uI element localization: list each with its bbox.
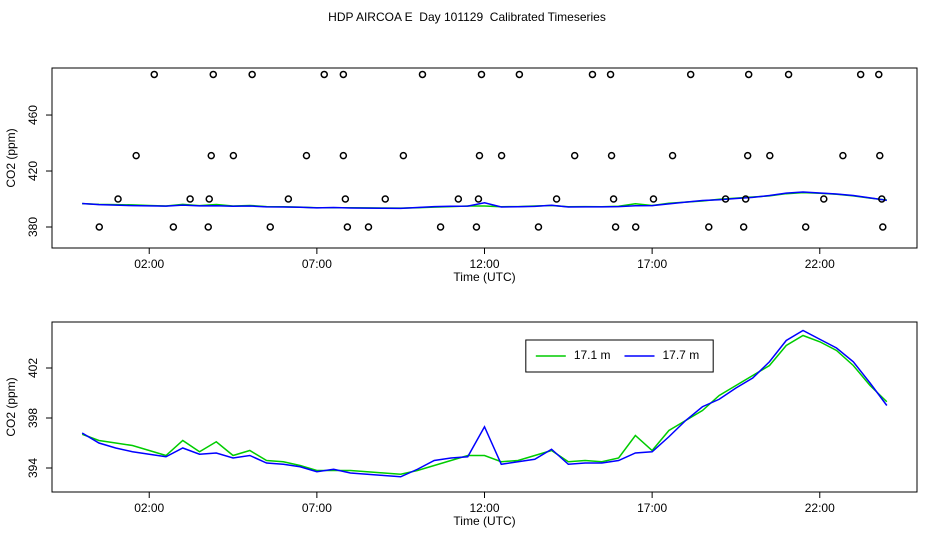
y-tick-label: 420 bbox=[26, 161, 40, 181]
data-point bbox=[399, 151, 408, 160]
data-point bbox=[839, 151, 847, 160]
data-point bbox=[820, 195, 828, 203]
y-axis-label: CO2 (ppm) bbox=[4, 128, 18, 187]
data-point bbox=[475, 151, 484, 160]
plot-frame bbox=[51, 321, 918, 493]
data-point bbox=[474, 195, 483, 203]
data-point bbox=[766, 151, 774, 160]
data-point bbox=[418, 70, 427, 79]
series-line bbox=[81, 329, 888, 478]
y-tick-label: 380 bbox=[26, 217, 40, 237]
data-point bbox=[248, 70, 256, 79]
data-point bbox=[611, 223, 620, 231]
data-point bbox=[879, 223, 887, 231]
data-point bbox=[204, 223, 212, 231]
data-point bbox=[856, 70, 865, 79]
legend-label: 17.7 m bbox=[663, 348, 700, 362]
y-tick-label: 394 bbox=[26, 458, 40, 478]
data-point bbox=[205, 195, 213, 203]
y-tick-label: 402 bbox=[26, 358, 40, 378]
data-point bbox=[876, 151, 884, 160]
data-point bbox=[606, 70, 615, 79]
data-point bbox=[186, 195, 194, 203]
legend: 17.1 m 17.7 m bbox=[525, 339, 714, 373]
y-tick-label: 460 bbox=[26, 105, 40, 125]
data-point bbox=[784, 70, 793, 79]
series-line bbox=[81, 334, 888, 476]
data-point bbox=[381, 195, 390, 203]
data-point bbox=[266, 223, 275, 231]
data-point bbox=[114, 195, 122, 203]
figure-title: HDP AIRCOA E Day 101129 Calibrated Times… bbox=[328, 10, 606, 24]
data-point bbox=[631, 223, 640, 231]
data-point bbox=[875, 70, 883, 79]
x-tick-label: 22:00 bbox=[805, 257, 835, 271]
data-point bbox=[570, 151, 579, 160]
data-point bbox=[668, 151, 677, 160]
data-point bbox=[739, 223, 748, 231]
data-point bbox=[436, 223, 445, 231]
data-point bbox=[284, 195, 293, 203]
data-point bbox=[744, 70, 753, 79]
x-tick-label: 12:00 bbox=[469, 257, 499, 271]
data-point bbox=[339, 70, 348, 79]
data-point bbox=[320, 70, 328, 79]
data-point bbox=[878, 195, 886, 203]
data-point bbox=[552, 195, 561, 203]
data-point bbox=[801, 223, 810, 231]
x-tick-label: 02:00 bbox=[134, 257, 164, 271]
data-point bbox=[343, 223, 352, 231]
x-tick-label: 12:00 bbox=[469, 501, 499, 515]
x-tick-label: 02:00 bbox=[134, 501, 164, 515]
data-point bbox=[497, 151, 506, 160]
data-point bbox=[209, 70, 218, 79]
legend-label: 17.1 m bbox=[574, 348, 611, 362]
data-point bbox=[132, 151, 140, 160]
x-tick-label: 07:00 bbox=[302, 501, 332, 515]
data-point bbox=[150, 70, 159, 79]
data-point bbox=[229, 151, 238, 160]
data-point bbox=[472, 223, 481, 231]
data-point bbox=[721, 195, 730, 203]
data-point bbox=[454, 195, 463, 203]
data-point bbox=[686, 70, 695, 79]
data-point bbox=[515, 70, 524, 79]
plot-frame bbox=[51, 67, 918, 249]
data-point bbox=[607, 151, 616, 160]
x-tick-label: 22:00 bbox=[805, 501, 835, 515]
data-point bbox=[741, 195, 750, 203]
data-point bbox=[609, 195, 618, 203]
x-axis-label: Time (UTC) bbox=[453, 270, 515, 284]
y-axis-label: CO2 (ppm) bbox=[4, 377, 18, 436]
x-tick-label: 17:00 bbox=[637, 257, 667, 271]
data-point bbox=[705, 223, 713, 231]
data-point bbox=[477, 70, 486, 79]
y-tick-label: 398 bbox=[26, 408, 40, 428]
data-point bbox=[302, 151, 311, 160]
x-tick-label: 07:00 bbox=[302, 257, 332, 271]
x-axis-label: Time (UTC) bbox=[453, 514, 515, 528]
x-tick-label: 17:00 bbox=[637, 501, 667, 515]
data-point bbox=[364, 223, 373, 231]
data-point bbox=[95, 223, 104, 231]
data-point bbox=[169, 223, 178, 231]
data-point bbox=[207, 151, 216, 160]
data-point bbox=[588, 70, 597, 79]
data-point bbox=[339, 151, 348, 160]
data-point bbox=[743, 151, 752, 160]
series-line bbox=[82, 191, 887, 210]
data-point bbox=[341, 195, 350, 203]
data-point bbox=[534, 223, 543, 231]
data-point bbox=[649, 195, 658, 203]
